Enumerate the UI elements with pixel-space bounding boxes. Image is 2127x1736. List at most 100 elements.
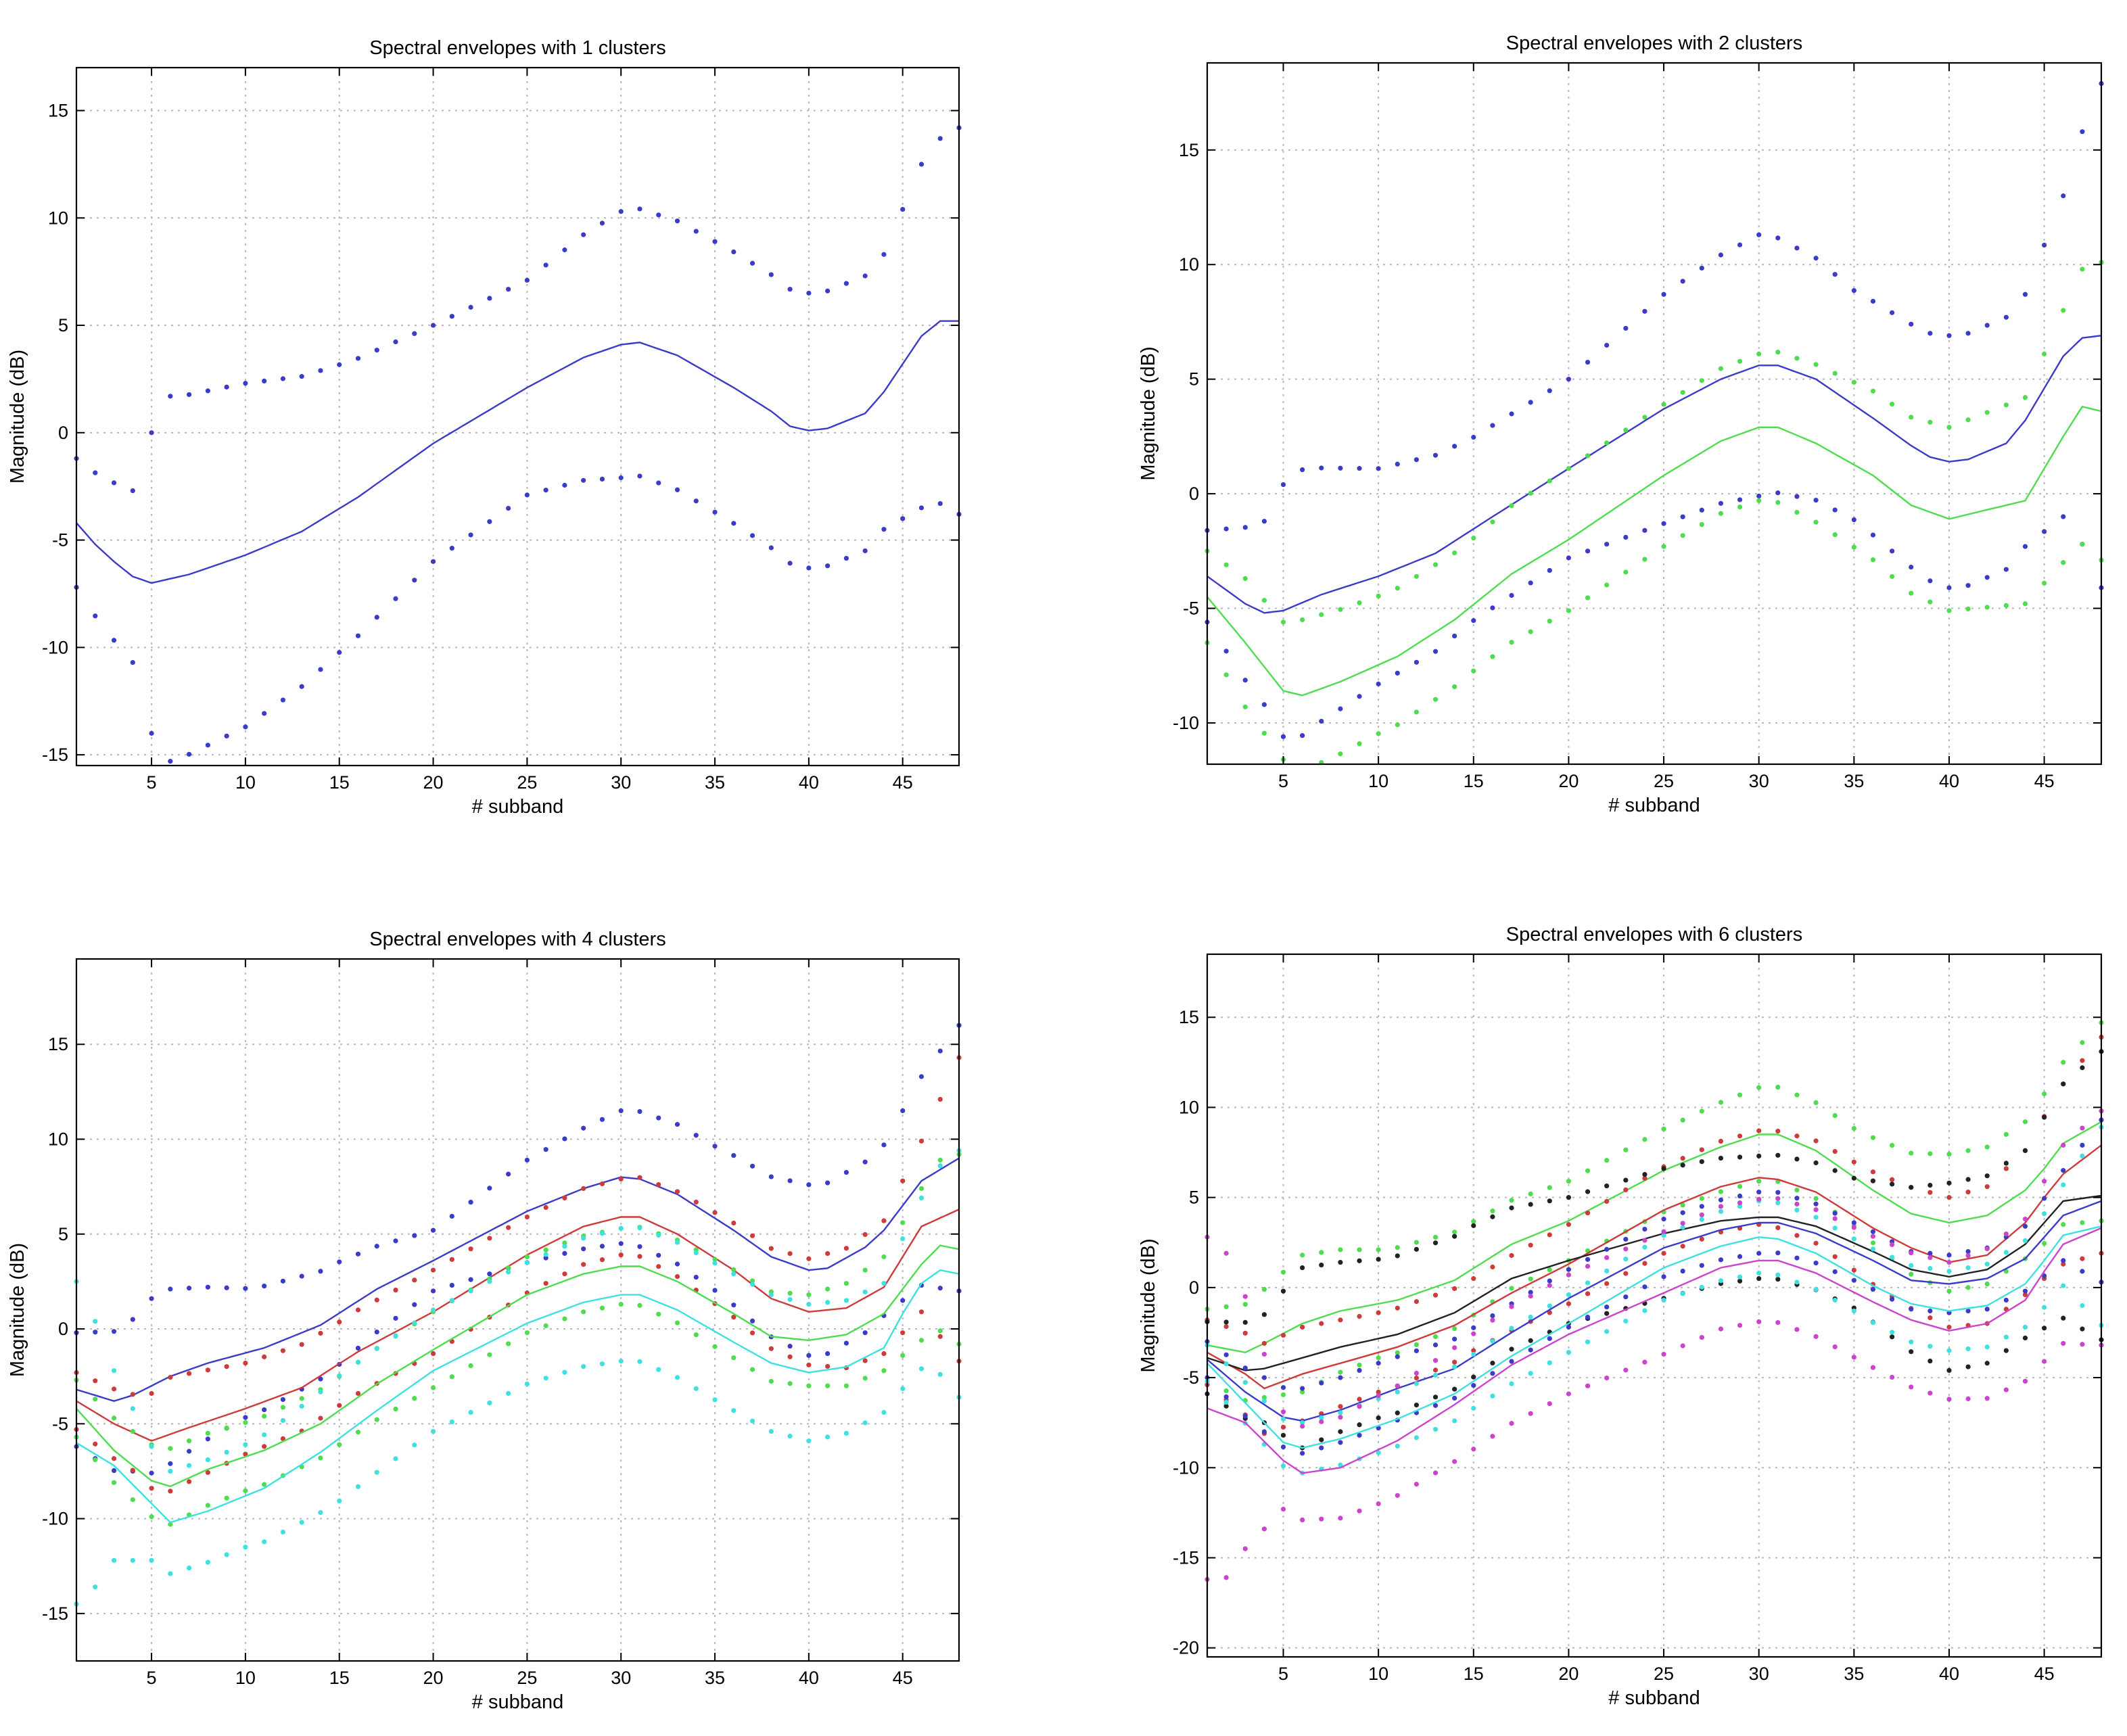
lower-bound-point	[468, 1363, 473, 1369]
y-tick-label: -15	[42, 745, 68, 765]
upper-bound-point	[111, 1386, 117, 1392]
x-tick-label: 25	[1654, 1664, 1674, 1684]
lower-bound-point	[749, 1367, 755, 1372]
lower-bound-point	[543, 1255, 548, 1261]
lower-bound-point	[1794, 1188, 1800, 1193]
lower-bound-point	[749, 1418, 755, 1424]
upper-bound-point	[1946, 333, 1952, 338]
y-tick-label: 15	[48, 101, 68, 121]
lower-bound-point	[674, 1375, 680, 1380]
lower-bound-point	[186, 751, 192, 757]
upper-bound-point	[712, 1144, 718, 1149]
upper-bound-point	[1357, 1247, 1362, 1252]
lower-bound-point	[1357, 1397, 1362, 1402]
y-tick-label: -15	[42, 1603, 68, 1624]
lower-bound-point	[130, 659, 135, 665]
lower-bound-point	[581, 1246, 586, 1252]
lower-bound-point	[2022, 1378, 2028, 1384]
upper-bound-point	[599, 1231, 605, 1236]
upper-bound-point	[862, 273, 868, 279]
upper-bound-point	[1432, 1240, 1439, 1246]
lower-bound-point	[1280, 1424, 1286, 1430]
upper-bound-point	[1946, 1152, 1952, 1157]
upper-bound-point	[1547, 478, 1552, 484]
upper-bound-point	[2003, 1250, 2009, 1255]
lower-bound-point	[1528, 629, 1533, 634]
lower-bound-point	[749, 533, 755, 538]
upper-bound-point	[693, 1250, 699, 1256]
lower-bound-point	[1376, 1389, 1381, 1394]
lower-bound-point	[1642, 557, 1647, 562]
upper-bound-point	[1794, 1156, 1800, 1162]
x-tick-label: 30	[611, 772, 631, 793]
upper-bound-point	[2080, 1058, 2085, 1063]
upper-bound-point	[1280, 1385, 1286, 1390]
lower-bound-point	[1585, 548, 1591, 554]
upper-bound-point	[1338, 1410, 1343, 1415]
upper-bound-point	[1585, 359, 1591, 365]
x-tick-label: 35	[1844, 771, 1864, 791]
upper-bound-point	[2061, 1081, 2066, 1087]
upper-bound-point	[243, 381, 248, 386]
lower-bound-point	[1261, 1394, 1267, 1400]
upper-bound-point	[1870, 1229, 1876, 1234]
lower-bound-point	[1946, 585, 1952, 590]
upper-bound-point	[1718, 1100, 1724, 1105]
upper-bound-point	[1775, 350, 1781, 355]
lower-bound-point	[1432, 1394, 1439, 1400]
lower-bound-point	[1794, 1280, 1800, 1285]
upper-bound-point	[1965, 1248, 1971, 1254]
lower-bound-point	[412, 1442, 417, 1448]
upper-bound-point	[1661, 1217, 1666, 1222]
upper-bound-point	[1680, 1117, 1685, 1123]
upper-bound-point	[1528, 1202, 1533, 1207]
upper-bound-point	[1261, 519, 1267, 524]
upper-bound-point	[599, 220, 605, 226]
upper-bound-point	[2022, 1148, 2028, 1153]
lower-bound-point	[862, 548, 868, 554]
upper-bound-point	[749, 1233, 755, 1238]
upper-bound-point	[262, 1354, 267, 1359]
lower-bound-point	[862, 1330, 868, 1336]
upper-bound-point	[1699, 1159, 1704, 1165]
upper-bound-point	[2022, 1238, 2028, 1244]
lower-bound-point	[337, 650, 342, 655]
lower-bound-point	[205, 1503, 210, 1508]
upper-bound-point	[468, 1288, 473, 1294]
upper-bound-point	[2003, 402, 2009, 408]
lower-bound-point	[1870, 1319, 1876, 1326]
upper-bound-point	[1471, 1325, 1476, 1330]
lower-bound-point	[1756, 1179, 1762, 1184]
y-tick-label: 10	[1179, 254, 1199, 275]
upper-bound-point	[2003, 1231, 2009, 1237]
upper-bound-point	[881, 1218, 887, 1223]
lower-bound-point	[1432, 649, 1439, 654]
upper-bound-point	[1452, 1234, 1457, 1239]
envelope-line-3	[76, 1244, 960, 1488]
lower-bound-point	[318, 1455, 323, 1461]
upper-bound-point	[1775, 1152, 1781, 1158]
upper-bound-point	[900, 1108, 906, 1114]
lower-bound-point	[1319, 1437, 1324, 1442]
upper-bound-point	[1300, 617, 1305, 623]
upper-bound-point	[1319, 612, 1324, 617]
upper-bound-point	[1413, 1381, 1420, 1386]
lower-bound-point	[1737, 1274, 1743, 1280]
upper-bound-point	[637, 206, 642, 212]
upper-bound-point	[205, 1367, 210, 1373]
lower-bound-point	[1775, 490, 1781, 496]
lower-bound-point	[1813, 1196, 1819, 1201]
lower-bound-point	[1832, 507, 1838, 513]
upper-bound-point	[1566, 1267, 1572, 1272]
upper-bound-point	[1699, 1212, 1704, 1218]
upper-bound-point	[1261, 1286, 1267, 1292]
lower-bound-point	[656, 480, 661, 486]
upper-bound-point	[468, 1200, 473, 1205]
upper-bound-point	[2022, 395, 2028, 400]
lower-bound-point	[355, 1390, 361, 1397]
upper-bound-point	[1566, 466, 1572, 471]
lower-bound-point	[1432, 1334, 1439, 1340]
lower-bound-point	[1984, 575, 1990, 580]
upper-bound-point	[1946, 425, 1952, 430]
lower-bound-point	[1737, 505, 1743, 510]
